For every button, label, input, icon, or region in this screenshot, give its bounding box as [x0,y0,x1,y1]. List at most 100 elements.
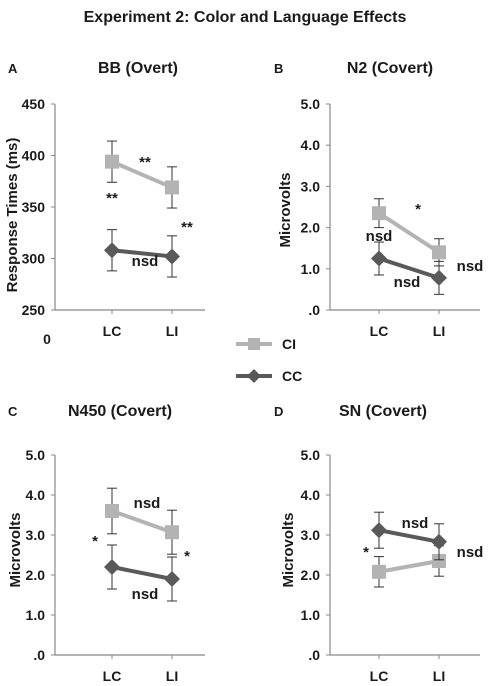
data-point [371,250,387,267]
series-cc [371,511,447,561]
panel-label: B [274,61,283,76]
significance-label: * [415,201,421,218]
panel-title: BB (Overt) [98,60,178,77]
series-line [111,248,173,259]
significance-label: nsd [132,586,159,603]
legend: CI CC [236,336,302,384]
y-tick-label: 400 [22,148,46,164]
y-tick-label: 2.0 [301,220,321,236]
series-ci [105,487,179,555]
legend-marker [247,369,261,383]
y-tick-label: 4.0 [301,137,321,153]
y-tick-label: 1.0 [301,261,321,277]
series-line [378,528,440,544]
y-tick-label: 5.0 [301,96,321,112]
series-line [111,509,173,535]
panel-D: D SN (Covert) Microvolts 5.0 4.0 3.0 2.0 1.0 .0 L… [274,403,483,684]
panel-label: D [274,404,283,419]
series-ci [372,198,446,267]
data-point [372,564,386,579]
y-tick-label: 4.0 [301,487,321,503]
series-ci [372,545,446,588]
panel-title: SN (Covert) [339,403,427,420]
panel-title: N2 (Covert) [347,60,433,77]
series-cc [104,544,180,602]
series-ci [105,140,179,209]
x-tick-label: LI [433,668,445,684]
y-tick-label: 3.0 [26,527,46,543]
legend-label: CC [282,368,302,384]
data-point [164,248,180,265]
y-tick-label: 1.0 [26,607,46,623]
y-tick-label: 2.0 [26,567,46,583]
data-point [104,559,120,575]
data-point [372,206,386,221]
figure-title: Experiment 2: Color and Language Effects [84,9,407,26]
y-tick-label: 300 [22,251,46,267]
significance-label: ** [181,219,193,236]
legend-item-cc: CC [236,368,302,384]
x-tick-label: LC [370,323,389,339]
x-tick-label: LC [103,668,122,684]
y-axis-label: Microvolts [7,512,24,587]
legend-item-ci: CI [236,336,296,352]
y-tick-label: 3.0 [301,527,321,543]
y-tick-label: 5.0 [301,447,321,463]
data-point [105,154,119,169]
y-tick-label: 4.0 [26,487,46,503]
significance-label: nsd [394,274,421,291]
significance-label: nsd [134,495,161,512]
data-point [164,571,180,587]
series-line [378,256,440,280]
y-tick-label: .0 [33,647,45,663]
y-tick-label: 250 [22,302,46,318]
data-point [371,522,387,539]
y-tick-label: 2.0 [301,567,321,583]
data-point [432,245,446,260]
y-tick-label: .0 [308,647,320,663]
x-tick-label: LC [370,668,389,684]
y-axis-label: Microvolts [277,172,294,247]
series-cc [371,241,447,295]
y-tick-label: 350 [22,199,46,215]
significance-label: nsd [132,253,159,270]
significance-label: * [92,533,98,550]
significance-label: nsd [457,544,484,561]
data-point [165,525,179,540]
y-axis-label: Microvolts [280,512,297,587]
panel-B: B N2 (Covert) Microvolts 5.0 4.0 3.0 2.0 1.0 .0 L… [274,60,483,339]
panel-label: A [8,61,18,76]
x-tick-label: LI [433,323,445,339]
panel-A: A BB (Overt) Response Times (ms) 450 400 350 3… [4,60,205,347]
axis-origin-label: 0 [43,331,51,347]
y-tick-label: 3.0 [301,178,321,194]
series-line [111,565,173,581]
data-point [105,504,119,518]
significance-label: ** [106,190,118,207]
series-cc [104,229,180,278]
y-tick-label: 450 [22,96,46,112]
panels: A BB (Overt) Response Times (ms) 450 400 350 3… [4,60,483,684]
data-point [165,180,179,195]
data-point [431,533,447,550]
y-tick-label: .0 [308,302,320,318]
x-tick-label: LI [166,323,178,339]
series-line [378,559,440,574]
data-point [432,554,446,568]
significance-label: nsd [402,515,429,532]
significance-label: * [363,544,369,561]
panel-label: C [8,404,18,419]
legend-label: CI [282,336,296,352]
panel-C: C N450 (Covert) Microvolts 5.0 4.0 3.0 2.0 1.0.… [7,403,205,684]
y-tick-label: 1.0 [301,607,321,623]
data-point [431,269,447,286]
significance-label: ** [139,154,151,171]
significance-label: nsd [366,228,393,245]
series-line [111,159,173,190]
y-axis-label: Response Times (ms) [4,138,21,293]
x-tick-label: LI [166,668,178,684]
y-tick-label: 5.0 [26,447,46,463]
panel-title: N450 (Covert) [68,403,172,420]
series-line [377,211,441,254]
